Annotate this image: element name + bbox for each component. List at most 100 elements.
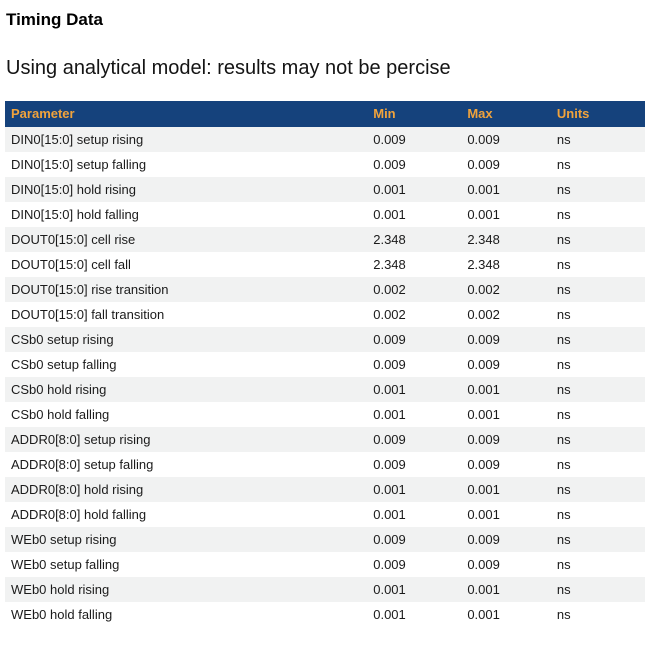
table-row: ADDR0[8:0] hold falling 0.001 0.001 ns [5,502,645,528]
cell-min: 0.001 [367,202,462,228]
table-row: DOUT0[15:0] fall transition 0.002 0.002 … [5,302,645,328]
cell-min: 0.001 [367,377,462,403]
cell-parameter: ADDR0[8:0] setup rising [5,427,368,453]
cell-parameter: DIN0[15:0] hold rising [5,177,368,203]
table-row: CSb0 setup rising 0.009 0.009 ns [5,327,645,353]
cell-max: 0.009 [461,527,551,553]
cell-min: 0.001 [367,602,462,628]
cell-units: ns [550,552,645,578]
table-row: DIN0[15:0] hold falling 0.001 0.001 ns [5,202,645,228]
cell-max: 0.001 [461,177,551,203]
cell-max: 0.009 [461,152,551,178]
table-row: ADDR0[8:0] setup falling 0.009 0.009 ns [5,452,645,478]
table-row: ADDR0[8:0] setup rising 0.009 0.009 ns [5,427,645,453]
table-row: CSb0 hold rising 0.001 0.001 ns [5,377,645,403]
cell-parameter: DOUT0[15:0] cell rise [5,227,368,253]
cell-min: 2.348 [367,252,462,278]
cell-parameter: WEb0 setup falling [5,552,368,578]
cell-max: 2.348 [461,227,551,253]
cell-max: 0.009 [461,552,551,578]
table-row: WEb0 hold rising 0.001 0.001 ns [5,577,645,603]
table-row: DOUT0[15:0] rise transition 0.002 0.002 … [5,277,645,303]
cell-units: ns [550,202,645,228]
cell-parameter: ADDR0[8:0] setup falling [5,452,368,478]
cell-max: 0.001 [461,202,551,228]
cell-units: ns [550,227,645,253]
column-header-units: Units [550,101,645,128]
cell-min: 0.001 [367,177,462,203]
cell-units: ns [550,427,645,453]
table-row: DIN0[15:0] setup rising 0.009 0.009 ns [5,127,645,153]
cell-max: 0.001 [461,502,551,528]
cell-min: 0.001 [367,502,462,528]
cell-min: 0.001 [367,577,462,603]
cell-min: 0.002 [367,302,462,328]
cell-units: ns [550,127,645,153]
cell-max: 0.001 [461,377,551,403]
cell-units: ns [550,327,645,353]
cell-parameter: CSb0 setup falling [5,352,368,378]
table-row: DIN0[15:0] hold rising 0.001 0.001 ns [5,177,645,203]
cell-units: ns [550,252,645,278]
table-row: CSb0 hold falling 0.001 0.001 ns [5,402,645,428]
cell-parameter: WEb0 setup rising [5,527,368,553]
cell-max: 0.001 [461,477,551,503]
page-subtitle: Using analytical model: results may not … [6,57,451,80]
table-row: DOUT0[15:0] cell rise 2.348 2.348 ns [5,227,645,253]
cell-parameter: DIN0[15:0] hold falling [5,202,368,228]
cell-parameter: DOUT0[15:0] cell fall [5,252,368,278]
page-title: Timing Data [6,10,103,29]
cell-max: 0.009 [461,327,551,353]
column-header-max: Max [461,101,551,128]
cell-min: 0.009 [367,452,462,478]
cell-max: 0.002 [461,277,551,303]
table-row: WEb0 setup rising 0.009 0.009 ns [5,527,645,553]
cell-units: ns [550,302,645,328]
cell-min: 0.002 [367,277,462,303]
cell-units: ns [550,277,645,303]
cell-parameter: ADDR0[8:0] hold rising [5,477,368,503]
cell-max: 0.001 [461,577,551,603]
cell-min: 0.009 [367,152,462,178]
column-header-min: Min [367,101,462,128]
cell-max: 0.009 [461,452,551,478]
cell-units: ns [550,577,645,603]
cell-parameter: CSb0 hold falling [5,402,368,428]
cell-min: 0.009 [367,327,462,353]
cell-min: 0.009 [367,527,462,553]
timing-table-body: DIN0[15:0] setup rising 0.009 0.009 ns D… [5,127,645,628]
cell-units: ns [550,602,645,628]
cell-parameter: ADDR0[8:0] hold falling [5,502,368,528]
column-header-parameter: Parameter [5,101,368,128]
cell-units: ns [550,377,645,403]
cell-min: 2.348 [367,227,462,253]
cell-parameter: WEb0 hold rising [5,577,368,603]
table-row: DIN0[15:0] setup falling 0.009 0.009 ns [5,152,645,178]
cell-parameter: CSb0 setup rising [5,327,368,353]
cell-units: ns [550,402,645,428]
cell-units: ns [550,152,645,178]
cell-units: ns [550,502,645,528]
cell-parameter: WEb0 hold falling [5,602,368,628]
cell-min: 0.009 [367,427,462,453]
cell-max: 0.002 [461,302,551,328]
cell-max: 0.009 [461,352,551,378]
cell-units: ns [550,477,645,503]
table-row: DOUT0[15:0] cell fall 2.348 2.348 ns [5,252,645,278]
table-row: WEb0 setup falling 0.009 0.009 ns [5,552,645,578]
cell-parameter: DOUT0[15:0] fall transition [5,302,368,328]
cell-min: 0.001 [367,402,462,428]
timing-table: Parameter Min Max Units DIN0[15:0] setup… [5,101,645,628]
cell-units: ns [550,527,645,553]
cell-max: 0.009 [461,427,551,453]
table-row: CSb0 setup falling 0.009 0.009 ns [5,352,645,378]
cell-parameter: DIN0[15:0] setup rising [5,127,368,153]
cell-min: 0.001 [367,477,462,503]
table-row: ADDR0[8:0] hold rising 0.001 0.001 ns [5,477,645,503]
cell-parameter: CSb0 hold rising [5,377,368,403]
cell-max: 0.001 [461,402,551,428]
cell-units: ns [550,177,645,203]
cell-parameter: DIN0[15:0] setup falling [5,152,368,178]
table-header-row: Parameter Min Max Units [5,101,645,128]
cell-min: 0.009 [367,352,462,378]
